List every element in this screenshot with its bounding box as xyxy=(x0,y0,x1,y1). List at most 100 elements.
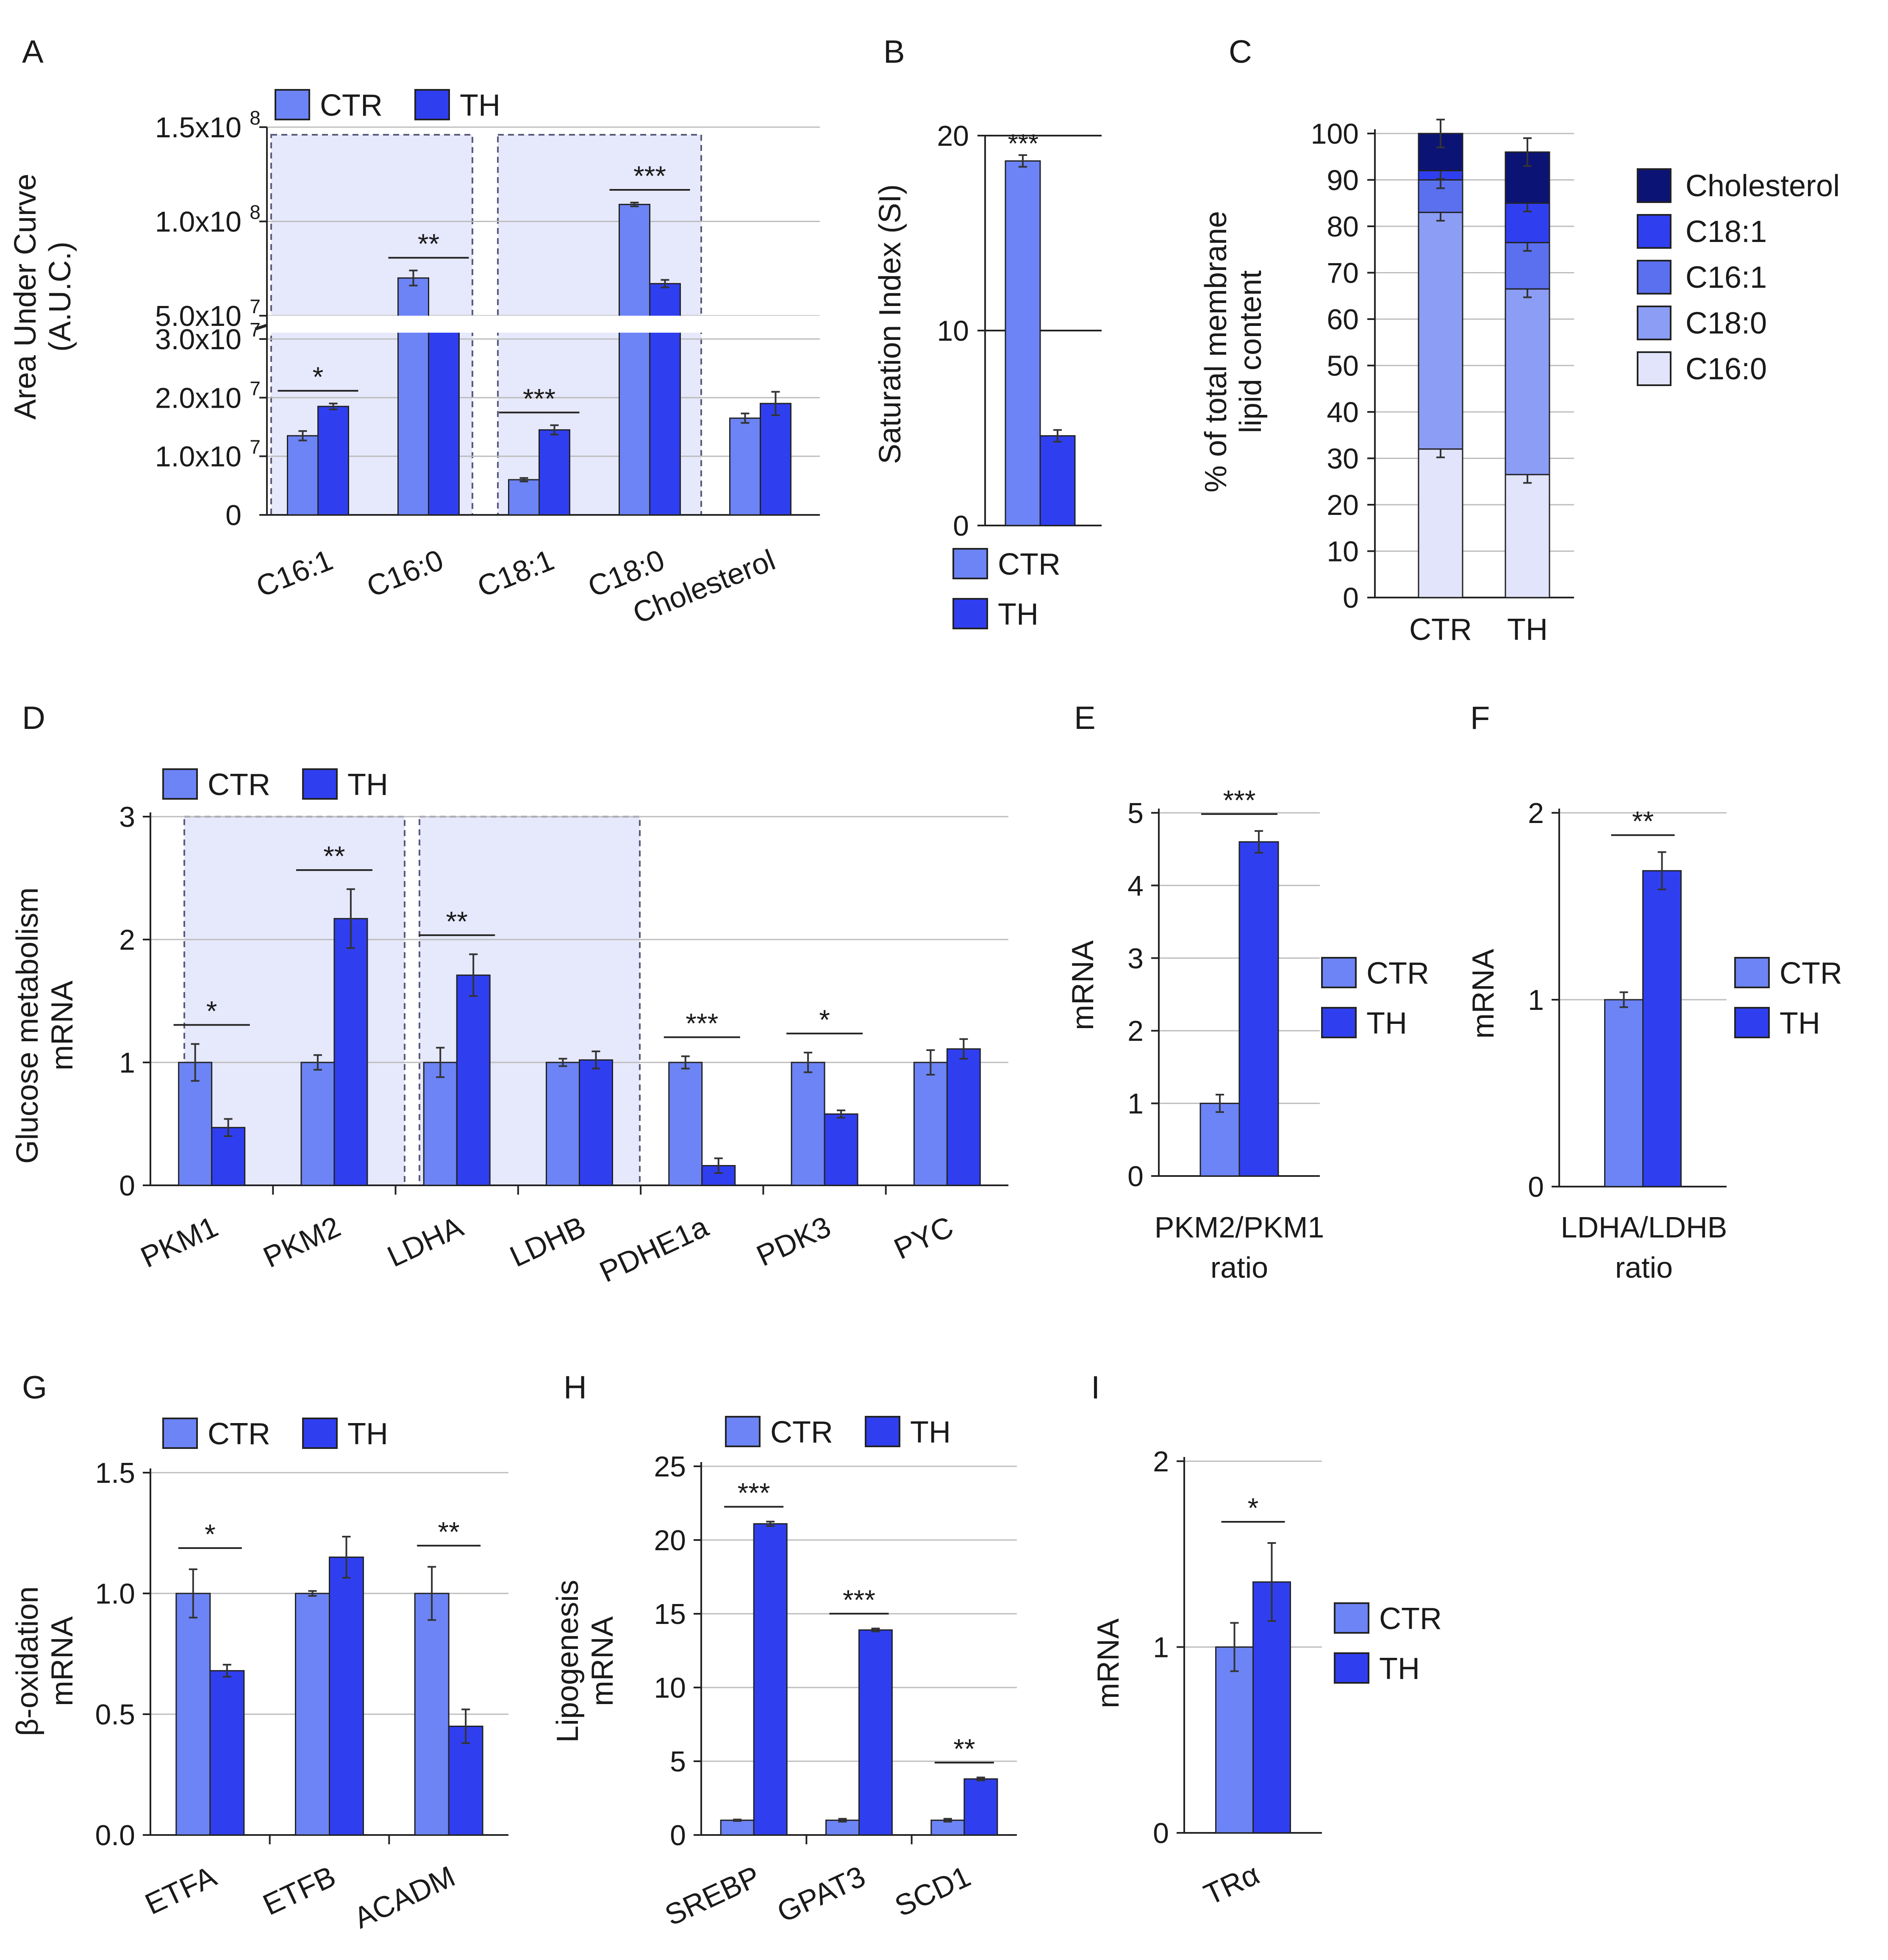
panel-a-xtick-label-c181: C18:1 xyxy=(473,543,558,603)
panel-f-xlabel: ratio xyxy=(1615,1251,1673,1284)
panel-c-legend-label-c180: C18:0 xyxy=(1685,306,1767,340)
panel-i-xtick-label-tr: TRα xyxy=(1199,1857,1264,1911)
panel-c-legend-label-c160: C16:0 xyxy=(1685,352,1767,386)
panel-a-ytick-label: 1.0x10 xyxy=(155,206,242,238)
panel-f-ytick-label: 1 xyxy=(1528,984,1544,1016)
panel-c-segment-ctr-c180 xyxy=(1418,211,1463,450)
panel-h-sig-stars: *** xyxy=(738,1477,770,1509)
panel-h-legend-ctr-label: CTR xyxy=(770,1415,833,1449)
panel-d-legend-th-swatch xyxy=(302,768,338,800)
panel-a-ytick-exponent: 8 xyxy=(250,201,261,223)
panel-c-segment-th-c180 xyxy=(1505,288,1550,475)
panel-d-bar-th-pkm2 xyxy=(333,918,368,1186)
panel-d-bar-ctr-pkm2 xyxy=(300,1062,335,1186)
panel-e-legend-ctr-label: CTR xyxy=(1366,956,1429,990)
panel-a-bar-ctr-c161 xyxy=(287,435,319,516)
panel-a-ylabel: Area Under Curve xyxy=(8,174,42,420)
panel-h-legend-ctr-swatch xyxy=(725,1416,761,1447)
panel-a-xtick-label-c160: C16:0 xyxy=(362,543,448,603)
panel-e-ytick-label: 5 xyxy=(1127,797,1144,829)
panel-i-bar-ctr-tr xyxy=(1215,1646,1254,1834)
panel-c-legend-swatch-cholesterol xyxy=(1637,168,1671,203)
panel-g-ylabel: β-oxidation xyxy=(11,1586,44,1736)
panel-d-xtick-label-ldha: LDHA xyxy=(382,1210,468,1273)
panel-b-legend-th-swatch xyxy=(952,598,988,629)
panel-i-legend-th-label: TH xyxy=(1379,1652,1420,1686)
panel-e-ytick-label: 2 xyxy=(1127,1015,1144,1047)
panel-c-xtick-label-ctr: CTR xyxy=(1409,613,1472,647)
panel-g-sig-stars: * xyxy=(205,1518,216,1550)
panel-c-legend-swatch-c161 xyxy=(1637,260,1671,295)
panel-e-xlabel: PKM2/PKM1 xyxy=(1155,1211,1324,1244)
panel-c-ytick-label: 40 xyxy=(1327,396,1359,428)
panel-d-xtick-label-pyc: PYC xyxy=(889,1210,958,1266)
panel-h-bar-ctr-srebp xyxy=(720,1819,755,1836)
panel-b-ytick-label: 0 xyxy=(953,510,969,542)
panel-e-xlabel: ratio xyxy=(1211,1251,1268,1284)
panel-d-bar-ctr-pyc xyxy=(913,1062,948,1186)
panel-h-ytick-label: 10 xyxy=(654,1672,686,1704)
panel-c-legend-label-c161: C16:1 xyxy=(1685,261,1767,295)
panel-c-legend-swatch-c181 xyxy=(1637,214,1671,249)
panel-g-xtick-label-etfb: ETFB xyxy=(258,1860,341,1921)
panel-label-G: G xyxy=(22,1370,47,1406)
panel-g-ytick-label: 1.5 xyxy=(95,1457,135,1489)
panel-d-sig-stars: * xyxy=(819,1004,830,1035)
panel-a-ytick-label: 3.0x10 xyxy=(155,323,242,356)
panel-g-legend-ctr-label: CTR xyxy=(208,1417,270,1451)
panel-i-legend-ctr-swatch xyxy=(1334,1602,1369,1634)
panel-f-legend-ctr-label: CTR xyxy=(1780,956,1842,990)
panel-h-ylabel: Lipogenesis xyxy=(551,1580,585,1743)
panel-i-legend-th-swatch xyxy=(1334,1652,1369,1684)
panel-h-legend-th-swatch xyxy=(865,1416,900,1447)
panel-b-legend-ctr-swatch xyxy=(952,548,988,579)
panel-b-bar-th xyxy=(1039,435,1076,526)
panel-h-legend-th-label: TH xyxy=(910,1415,951,1449)
panel-e-ytick-label: 1 xyxy=(1127,1088,1144,1120)
panel-a-xtick-label-c161: C16:1 xyxy=(252,543,337,603)
panel-e-legend-th-swatch xyxy=(1321,1007,1357,1038)
panel-f-legend-th-swatch xyxy=(1734,1007,1770,1038)
panel-b-sig-stars: *** xyxy=(1008,129,1038,158)
panel-a-bar-ctr-c181 xyxy=(508,479,540,516)
panel-c-ytick-label: 80 xyxy=(1327,211,1359,243)
panel-label-H: H xyxy=(564,1370,587,1406)
panel-a-bar-th-c181 xyxy=(539,429,570,516)
panel-c-legend-label-cholesterol: Cholesterol xyxy=(1685,169,1840,203)
panel-e-ylabel: mRNA xyxy=(1066,940,1100,1030)
panel-e-ytick-label: 4 xyxy=(1127,870,1144,902)
panel-i-ytick-label: 2 xyxy=(1153,1446,1169,1478)
panel-h-xtick-label-scd1: SCD1 xyxy=(890,1860,975,1923)
panel-a-ytick-label: 5.0x10 xyxy=(155,300,242,332)
panel-c-ylabel: % of total membrane xyxy=(1199,211,1233,492)
panel-e-bar-ctr-ratio xyxy=(1199,1103,1240,1177)
panel-e-ytick-label: 0 xyxy=(1127,1160,1144,1193)
panel-b-legend-th-label: TH xyxy=(998,598,1038,631)
panel-a-ylabel: (A.U.C.) xyxy=(43,242,77,352)
panel-a-bar-ctr-c160 xyxy=(397,277,429,516)
panel-h-bar-th-gpat3 xyxy=(858,1629,893,1836)
panel-c-segment-ctr-c160 xyxy=(1418,448,1463,598)
panel-label-I: I xyxy=(1091,1370,1100,1406)
panel-c-ytick-label: 0 xyxy=(1343,582,1359,614)
panel-g-ytick-label: 0.0 xyxy=(95,1819,135,1852)
panel-f-sig-stars: ** xyxy=(1632,806,1654,837)
panel-h-bar-ctr-scd1 xyxy=(930,1819,965,1836)
panel-label-D: D xyxy=(22,700,45,736)
panel-e-legend-ctr-swatch xyxy=(1321,957,1357,988)
panel-g-ylabel: mRNA xyxy=(45,1616,79,1706)
panel-e-legend-th-label: TH xyxy=(1366,1006,1407,1040)
panel-d-bar-th-pkm1 xyxy=(211,1127,246,1186)
panel-f-xlabel: LDHA/LDHB xyxy=(1561,1211,1727,1244)
panel-a-sig-stars: *** xyxy=(633,160,666,192)
panel-e-sig-stars: *** xyxy=(1223,784,1255,816)
panel-d-ylabel: mRNA xyxy=(45,981,79,1070)
panel-i-ylabel: mRNA xyxy=(1091,1618,1125,1708)
panel-g-bar-ctr-etfb xyxy=(295,1593,330,1836)
panel-d-ytick-label: 1 xyxy=(119,1047,135,1079)
panel-d-legend-ctr-label: CTR xyxy=(208,768,270,802)
panel-d-bar-ctr-pkm1 xyxy=(178,1062,213,1186)
panel-b-ytick-label: 10 xyxy=(937,315,969,347)
panel-c-ytick-label: 90 xyxy=(1327,164,1359,197)
panel-c-ytick-label: 10 xyxy=(1327,536,1359,568)
